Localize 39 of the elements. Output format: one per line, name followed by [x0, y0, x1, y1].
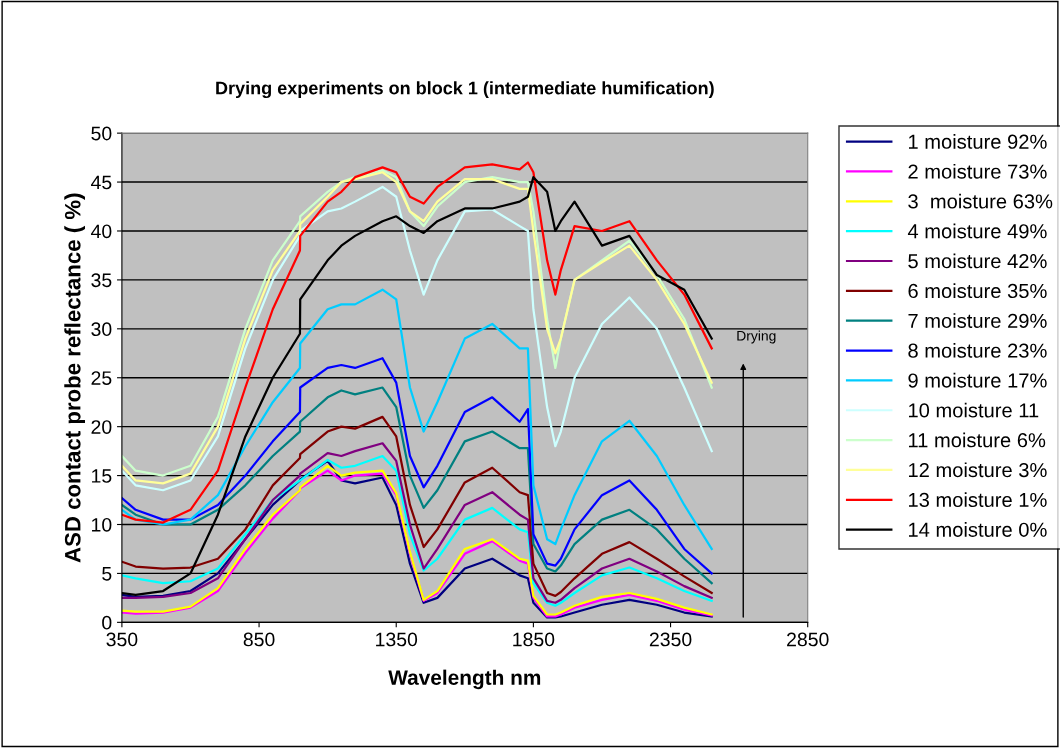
y-tick-label: 30 [91, 322, 112, 337]
legend-label: 5 moisture 42% [908, 253, 1047, 269]
legend-label: 6 moisture 35% [908, 283, 1047, 299]
legend-label: 9 moisture 17% [908, 372, 1047, 388]
y-tick-label: 10 [92, 517, 112, 532]
chart-title: Drying experiments on block 1 (intermediate humification) [216, 81, 714, 99]
line-series [121, 415, 713, 598]
y-tick-label: 0 [102, 615, 112, 630]
legend-label: 8 moisture 23% [908, 343, 1047, 358]
legend-label: 14 moisture 0% [909, 522, 1047, 537]
x-tick-label: 1350 [376, 632, 418, 647]
legend-label: 7 moisture 29% [908, 313, 1047, 328]
legend-label: 4 moisture 49% [907, 223, 1047, 239]
legend-label: 3 moisture 63% [908, 193, 1053, 209]
x-axis-title: Wavelength nm [388, 669, 541, 690]
y-tick-label: 25 [91, 371, 112, 385]
x-tick-label: 350 [106, 632, 138, 647]
y-tick-label: 15 [92, 469, 112, 483]
y-tick-label: 50 [91, 126, 112, 141]
legend-label: 13 moisture 1% [909, 492, 1047, 508]
legend-label: 1 moisture 92% [909, 134, 1047, 149]
annotation: Drying [737, 330, 776, 344]
x-tick-label: 2850 [787, 632, 829, 647]
y-axis-title: ASD contact probe reflectance ( %) [64, 193, 85, 563]
y-tick-label: 20 [91, 420, 112, 434]
x-tick-label: 850 [243, 632, 275, 647]
legend-label: 12 moisture 3% [909, 462, 1047, 478]
legend-label: 2 moisture 73% [908, 163, 1047, 179]
y-tick-label: 45 [91, 175, 112, 190]
line-series [121, 357, 713, 575]
y-tick-label: 40 [91, 224, 112, 239]
y-tick-label: 5 [102, 567, 112, 581]
x-tick-label: 1850 [513, 632, 555, 647]
line-series [121, 386, 713, 585]
x-tick-label: 2350 [649, 632, 692, 647]
legend-label: 11 moisture 6% [909, 432, 1046, 448]
y-tick-label: 35 [91, 273, 112, 288]
legend-label: 10 moisture 11 [909, 402, 1039, 418]
line-series [121, 288, 713, 551]
